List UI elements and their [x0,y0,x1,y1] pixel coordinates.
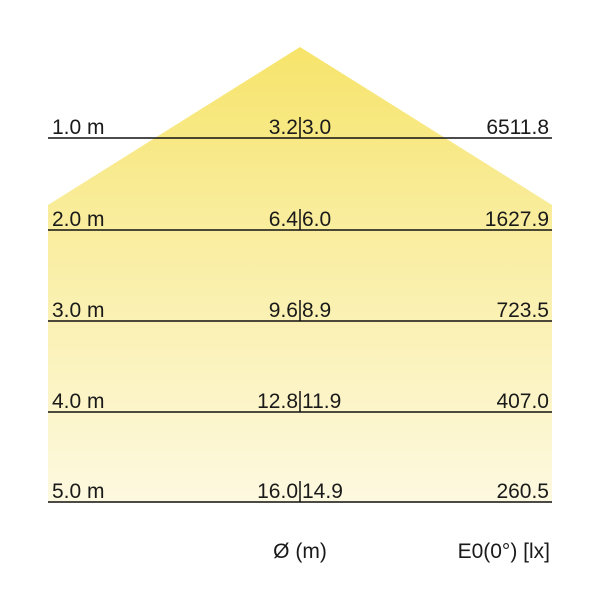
distance-row: 3.0 m 9.6 8.9 723.5 [48,299,552,322]
diameter-a: 16.0 [257,480,298,503]
illuminance-value: 6511.8 [486,116,549,139]
distance-label: 2.0 m [52,208,105,231]
illuminance-value: 407.0 [496,390,549,413]
distance-label: 4.0 m [52,390,105,413]
illuminance-value: 1627.9 [485,208,549,231]
illuminance-label: E0(0°) [lx] [458,540,550,563]
diameter-a: 12.8 [257,390,298,413]
distance-row: 4.0 m 12.8 11.9 407.0 [48,390,552,413]
diameter-a: 6.4 [269,208,299,231]
distance-label: 1.0 m [52,116,105,139]
diameter-a: 9.6 [269,299,298,322]
light-cone [48,47,552,503]
diameter-b: 8.9 [302,299,331,322]
diameter-a: 3.2 [269,116,298,139]
diameter-label: Ø (m) [273,540,327,563]
distance-label: 5.0 m [52,480,105,503]
distance-row: 2.0 m 6.4 6.0 1627.9 [48,208,552,231]
diameter-b: 3.0 [302,116,331,139]
distance-row: 5.0 m 16.0 14.9 260.5 [48,480,552,503]
distance-label: 3.0 m [52,299,105,322]
illuminance-value: 260.5 [496,480,549,503]
illuminance-value: 723.5 [496,299,549,322]
diameter-b: 11.9 [302,390,341,413]
distance-row: 1.0 m 3.2 3.0 6511.8 [48,116,552,139]
diameter-b: 6.0 [302,208,331,231]
diameter-b: 14.9 [302,480,343,503]
